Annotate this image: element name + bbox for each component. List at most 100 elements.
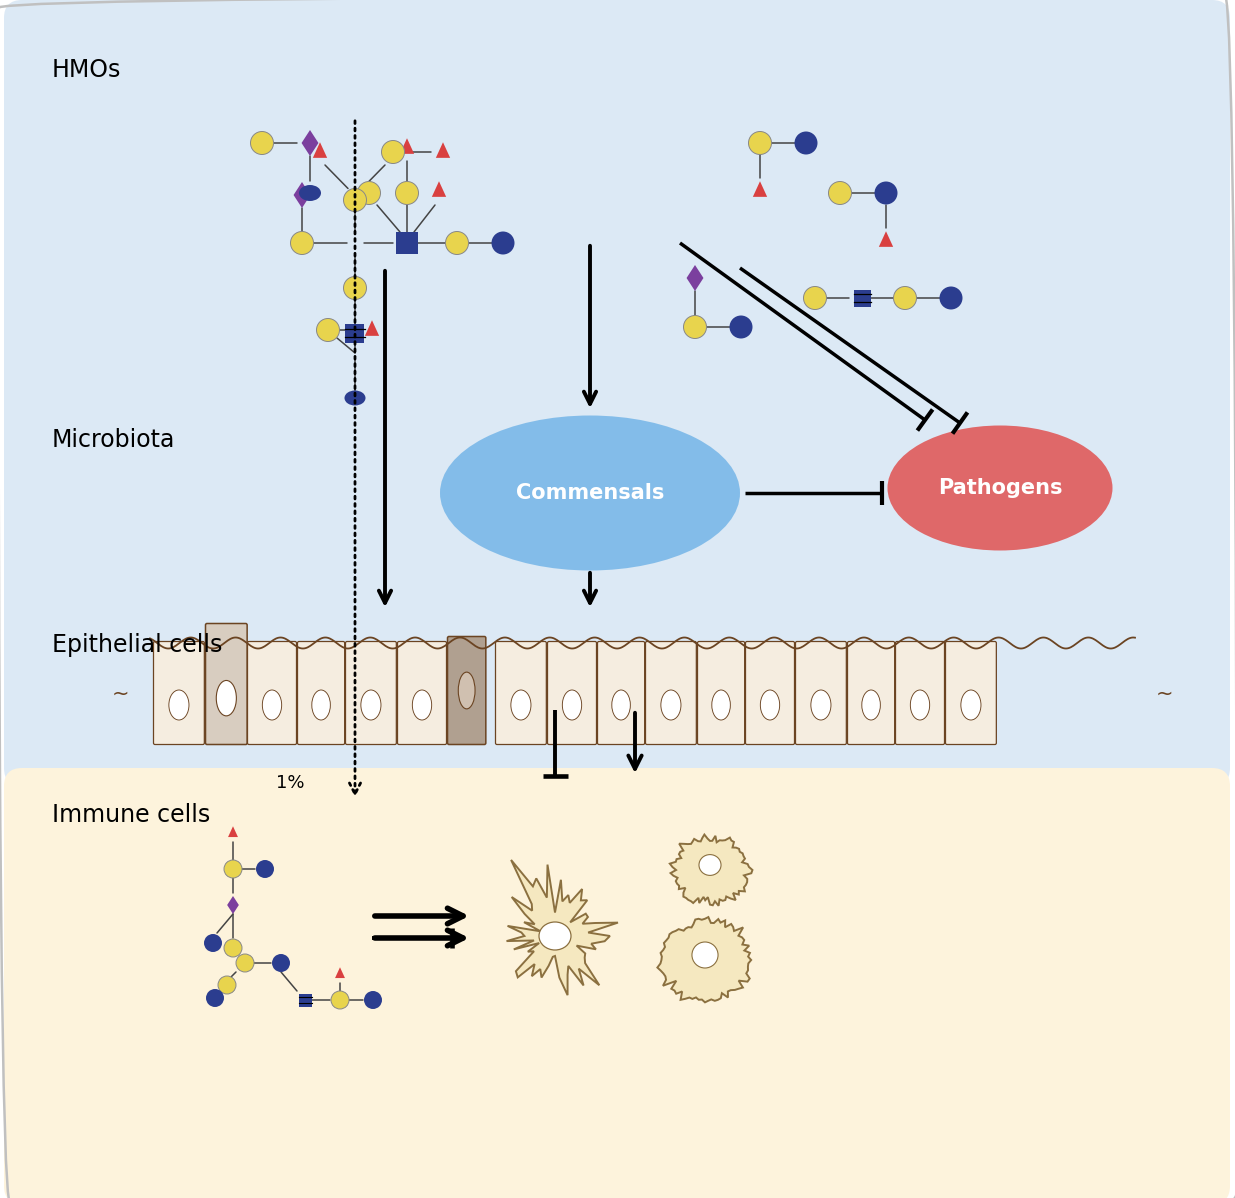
Ellipse shape xyxy=(412,690,432,720)
FancyBboxPatch shape xyxy=(698,641,745,744)
Circle shape xyxy=(940,286,962,309)
Circle shape xyxy=(256,860,274,878)
Polygon shape xyxy=(364,320,379,335)
Circle shape xyxy=(357,182,380,205)
FancyBboxPatch shape xyxy=(795,641,846,744)
Ellipse shape xyxy=(961,690,981,720)
Polygon shape xyxy=(335,967,345,978)
Circle shape xyxy=(343,277,367,300)
Circle shape xyxy=(251,132,273,155)
Ellipse shape xyxy=(761,690,779,720)
Circle shape xyxy=(316,319,340,341)
Circle shape xyxy=(446,231,468,254)
Ellipse shape xyxy=(692,942,718,968)
Ellipse shape xyxy=(661,690,680,720)
Circle shape xyxy=(206,990,224,1008)
FancyBboxPatch shape xyxy=(205,623,247,744)
Ellipse shape xyxy=(311,690,330,720)
Polygon shape xyxy=(436,143,450,158)
Ellipse shape xyxy=(862,690,881,720)
Circle shape xyxy=(829,182,851,205)
Ellipse shape xyxy=(169,690,189,720)
Polygon shape xyxy=(227,896,238,914)
FancyBboxPatch shape xyxy=(153,641,204,744)
Polygon shape xyxy=(669,835,752,906)
Polygon shape xyxy=(301,131,319,156)
Text: Epithelial cells: Epithelial cells xyxy=(52,633,222,657)
FancyBboxPatch shape xyxy=(398,641,447,744)
Circle shape xyxy=(382,140,405,163)
Ellipse shape xyxy=(811,690,831,720)
Circle shape xyxy=(290,231,314,254)
Polygon shape xyxy=(879,231,893,247)
Circle shape xyxy=(236,954,254,972)
Polygon shape xyxy=(506,860,618,996)
Text: ~: ~ xyxy=(111,684,128,704)
FancyBboxPatch shape xyxy=(447,636,485,744)
Circle shape xyxy=(492,231,515,254)
Ellipse shape xyxy=(888,425,1113,551)
Polygon shape xyxy=(294,182,310,208)
Circle shape xyxy=(683,315,706,339)
Bar xyxy=(299,993,311,1006)
Circle shape xyxy=(893,286,916,309)
Circle shape xyxy=(804,286,826,309)
Polygon shape xyxy=(312,143,327,158)
Circle shape xyxy=(364,991,382,1009)
Text: 1%: 1% xyxy=(275,774,304,792)
Circle shape xyxy=(748,132,772,155)
FancyBboxPatch shape xyxy=(598,641,645,744)
Text: ~: ~ xyxy=(1156,684,1173,704)
Circle shape xyxy=(874,182,898,205)
Text: Pathogens: Pathogens xyxy=(937,478,1062,498)
Polygon shape xyxy=(753,181,767,196)
Ellipse shape xyxy=(699,854,721,876)
Ellipse shape xyxy=(910,690,930,720)
Circle shape xyxy=(331,991,350,1009)
Circle shape xyxy=(730,315,752,339)
Ellipse shape xyxy=(511,690,531,720)
Text: Immune cells: Immune cells xyxy=(52,803,210,827)
Circle shape xyxy=(343,188,367,212)
Text: HMOs: HMOs xyxy=(52,58,121,81)
Ellipse shape xyxy=(711,690,730,720)
Bar xyxy=(396,232,417,254)
Text: Commensals: Commensals xyxy=(516,483,664,503)
FancyBboxPatch shape xyxy=(346,641,396,744)
Ellipse shape xyxy=(262,690,282,720)
Polygon shape xyxy=(228,827,238,837)
Circle shape xyxy=(224,860,242,878)
Polygon shape xyxy=(657,918,751,1003)
Ellipse shape xyxy=(440,416,740,570)
Circle shape xyxy=(219,976,236,994)
FancyBboxPatch shape xyxy=(4,768,1230,1198)
Polygon shape xyxy=(432,181,446,196)
Circle shape xyxy=(395,182,419,205)
Ellipse shape xyxy=(361,690,380,720)
Ellipse shape xyxy=(216,680,236,716)
Polygon shape xyxy=(687,265,704,291)
Circle shape xyxy=(794,132,818,155)
Ellipse shape xyxy=(611,690,630,720)
FancyBboxPatch shape xyxy=(247,641,296,744)
FancyBboxPatch shape xyxy=(746,641,794,744)
Ellipse shape xyxy=(562,690,582,720)
FancyBboxPatch shape xyxy=(547,641,597,744)
FancyBboxPatch shape xyxy=(895,641,945,744)
Bar xyxy=(346,323,364,343)
Bar xyxy=(853,290,871,307)
Text: Microbiota: Microbiota xyxy=(52,428,175,452)
FancyBboxPatch shape xyxy=(646,641,697,744)
Circle shape xyxy=(204,934,222,952)
Ellipse shape xyxy=(458,672,475,709)
Ellipse shape xyxy=(345,391,366,405)
FancyBboxPatch shape xyxy=(847,641,894,744)
FancyBboxPatch shape xyxy=(298,641,345,744)
Ellipse shape xyxy=(538,922,571,950)
FancyBboxPatch shape xyxy=(495,641,546,744)
Circle shape xyxy=(224,939,242,957)
Ellipse shape xyxy=(299,184,321,201)
Circle shape xyxy=(272,954,290,972)
FancyBboxPatch shape xyxy=(946,641,997,744)
Polygon shape xyxy=(400,138,414,153)
